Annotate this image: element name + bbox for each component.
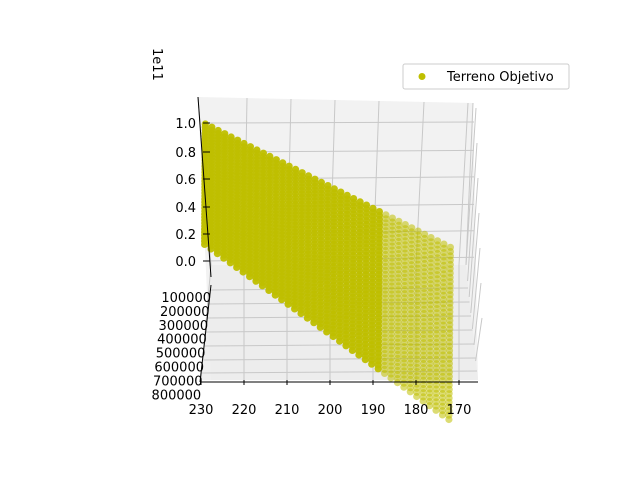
grid-line-right-depth <box>470 212 480 314</box>
x-tick-label: 180 <box>404 403 429 418</box>
x-tick-label: 210 <box>275 403 300 418</box>
grid-line-right <box>465 102 474 266</box>
grid-line-right-depth <box>473 282 482 346</box>
scatter-point <box>239 268 247 276</box>
scatter-point <box>226 259 234 267</box>
y-tick-label: 600000 <box>154 361 204 376</box>
z-offset-label: 1e11 <box>149 48 164 81</box>
legend-box <box>402 63 570 90</box>
scatter-point <box>252 277 260 285</box>
scatter-point <box>220 254 228 262</box>
x-tick-label: 170 <box>447 403 472 418</box>
scatter-point <box>310 319 318 327</box>
y-tick-label: 200000 <box>160 305 210 320</box>
scatter-point <box>323 328 331 336</box>
scatter-point <box>368 360 376 368</box>
scatter-point <box>329 332 337 341</box>
legend: Terreno Objetivo <box>402 63 570 90</box>
grid-line-right-depth <box>471 247 481 330</box>
scatter-point <box>355 351 363 359</box>
scatter-point <box>316 323 324 331</box>
z-tick-label: 0.0 <box>175 255 196 270</box>
scatter-point <box>265 286 273 294</box>
grid-line-z <box>204 121 475 124</box>
scatter-point <box>271 291 279 299</box>
scatter-point <box>246 273 254 281</box>
scatter-point <box>291 305 299 313</box>
scatter-point <box>284 300 292 308</box>
z-tick-label: 1.0 <box>175 117 196 132</box>
scatter-point <box>445 415 453 424</box>
scatter-point <box>400 383 408 391</box>
z-tick-label: 0.6 <box>175 173 196 188</box>
scatter-point <box>201 240 209 248</box>
scatter-point <box>438 411 447 419</box>
grid-line-right-depth <box>468 177 479 298</box>
x-tick-label: 230 <box>189 403 214 418</box>
y-tick-label: 800000 <box>152 388 202 403</box>
grid-line-right-depth <box>465 107 477 266</box>
scatter-point <box>374 365 382 373</box>
y-tick-label: 700000 <box>153 374 203 389</box>
scatter-point <box>348 346 356 354</box>
legend-label: Terreno Objetivo <box>446 70 554 85</box>
scatter-point <box>381 369 389 377</box>
z-tick-label: 0.8 <box>175 146 196 161</box>
axes <box>197 96 478 383</box>
scatter-point <box>303 314 311 322</box>
scatter-point <box>406 388 414 396</box>
z-axis-line <box>197 96 212 278</box>
x-tick-label: 190 <box>361 403 386 418</box>
scatter-point <box>213 250 221 258</box>
scatter-point <box>258 282 266 290</box>
y-tick-labels: 1000002000003000004000005000006000007000… <box>152 291 211 403</box>
legend-marker <box>418 73 426 80</box>
scatter-point <box>233 263 241 271</box>
grid-line-right-depth <box>475 317 483 362</box>
scatter-point <box>432 406 440 414</box>
x-tick-label: 200 <box>318 403 343 418</box>
y-tick-label: 500000 <box>156 347 206 362</box>
scatter-point <box>278 296 286 304</box>
grid-line-right-depth <box>467 142 478 282</box>
scatter-point <box>336 337 344 345</box>
y-tick-label: 400000 <box>157 333 207 348</box>
scatter-point <box>413 392 421 401</box>
grid-line-back-x <box>458 102 469 266</box>
z-tick-labels: 0.0 0.2 0.4 0.6 0.8 1.0 <box>175 117 210 270</box>
x-tick-label: 220 <box>232 403 257 418</box>
scatter-point <box>426 402 434 410</box>
scatter-point <box>393 379 402 387</box>
y-tick-label: 300000 <box>159 319 209 334</box>
y-axis-line <box>199 284 212 383</box>
scatter-point <box>342 342 350 350</box>
y-tick-label: 100000 <box>161 291 211 306</box>
z-tick-label: 0.2 <box>175 228 196 243</box>
scatter-point <box>297 309 305 318</box>
scatter-point <box>361 356 369 364</box>
scatter-point <box>387 374 395 382</box>
x-tick-labels: 230 220 210 200 190 180 170 <box>189 380 472 418</box>
z-tick-label: 0.4 <box>175 201 196 216</box>
data-points <box>201 120 454 424</box>
scatter-point <box>419 397 427 405</box>
